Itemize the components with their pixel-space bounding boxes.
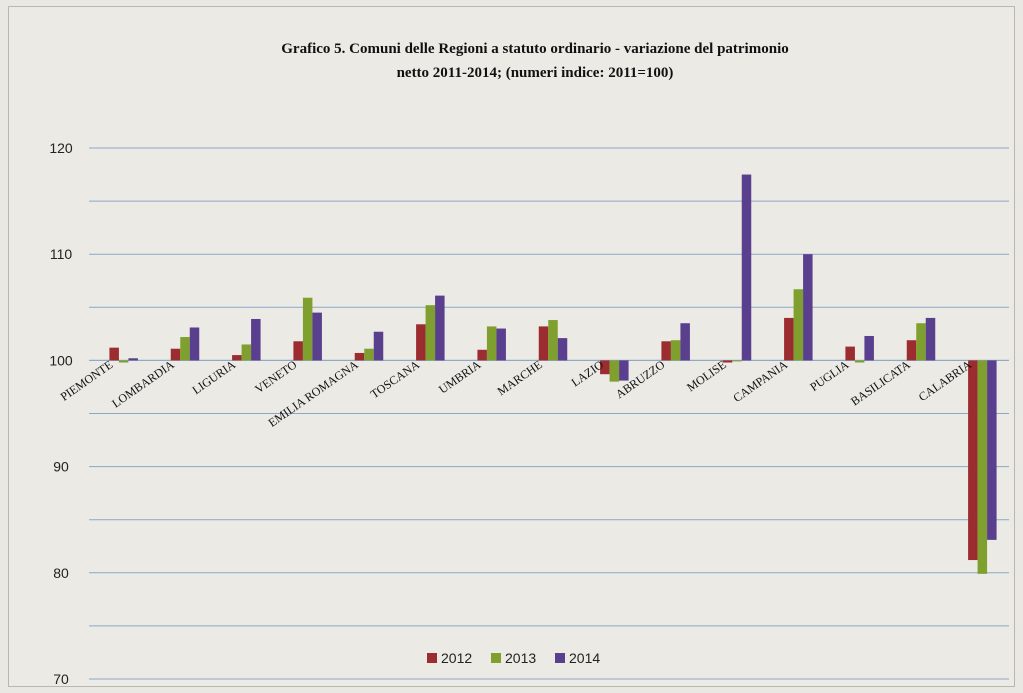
bar-2012 [293,341,303,361]
bar-2014 [373,331,384,361]
y-tick-label: 70 [53,671,69,687]
bar-2012 [906,340,917,361]
chart-frame: Grafico 5. Comuni delle Regioni a statut… [8,6,1015,687]
bar-2012 [416,324,426,361]
bar-2013 [609,360,620,382]
bar-2012 [232,355,242,361]
x-tick-label: BASILICATA [848,357,913,408]
bar-2014 [435,295,445,361]
x-tick-label: CALABRIA [916,357,975,404]
bar-2013 [916,323,926,361]
bar-2012 [968,360,978,561]
legend-label: 2013 [505,650,536,666]
bar-2013 [793,289,804,361]
bar-2013 [241,344,252,361]
bar-2014 [803,254,813,361]
legend-swatch [555,653,565,663]
bar-2014 [741,174,752,361]
bar-2013 [486,326,497,361]
bar-2013 [732,360,742,362]
bar-2013 [425,305,436,361]
bar-2014 [680,323,690,361]
bar-2012 [845,346,855,361]
bar-2012 [170,348,181,361]
legend-label: 2012 [441,650,472,666]
bar-2012 [354,352,365,361]
bar-2014 [128,358,138,361]
x-tick-label: PUGLIA [807,357,851,394]
x-tick-label: VENETO [252,357,299,396]
bars-layer [109,174,997,574]
y-tick-label: 80 [53,565,69,581]
y-tick-label: 100 [49,352,73,368]
bar-2012 [784,317,794,361]
bar-2014 [189,327,200,361]
x-tick-label: MARCHE [495,357,545,398]
x-tick-label: TOSCANA [368,357,423,401]
bar-2013 [180,337,190,361]
bar-2014 [987,360,997,540]
y-tick-label: 110 [50,246,73,262]
x-tick-label: LOMBARDIA [109,357,177,410]
x-tick-label: MOLISE [684,357,729,394]
legend-label: 2014 [569,650,600,666]
bar-2012 [477,349,487,361]
bar-2012 [600,360,610,375]
bar-2013 [118,360,129,363]
bar-2013 [548,320,558,361]
y-tick-label: 90 [53,459,69,475]
bar-2012 [109,347,119,361]
bar-2012 [538,326,549,361]
bar-2014 [251,318,261,361]
bar-2013 [364,348,374,361]
bar-2013 [302,297,313,361]
bar-2014 [496,328,506,361]
y-tick-label: 120 [49,140,73,156]
bar-2014 [312,312,322,361]
bar-2014 [925,317,936,361]
bar-2012 [722,360,733,363]
chart-subtitle: netto 2011-2014; (numeri indice: 2011=10… [397,65,674,81]
x-tick-label: UMBRIA [436,357,484,396]
chart-title: Grafico 5. Comuni delle Regioni a statut… [281,41,788,57]
bar-2013 [854,360,865,363]
grid-layer: 120 110 100 90 80 70 [49,140,1009,687]
bar-2012 [661,341,671,361]
legend-swatch [491,653,501,663]
bar-2014 [619,360,629,381]
legend-swatch [427,653,437,663]
bar-2013 [977,360,988,574]
bar-2014 [557,338,568,361]
bar-2013 [670,340,681,361]
legend: 2012 2013 2014 [427,650,600,666]
chart-svg: Grafico 5. Comuni delle Regioni a statut… [49,41,1009,687]
bar-2014 [864,335,874,361]
x-tick-label: CAMPANIA [730,357,790,405]
x-tick-label: LIGURIA [190,357,239,397]
